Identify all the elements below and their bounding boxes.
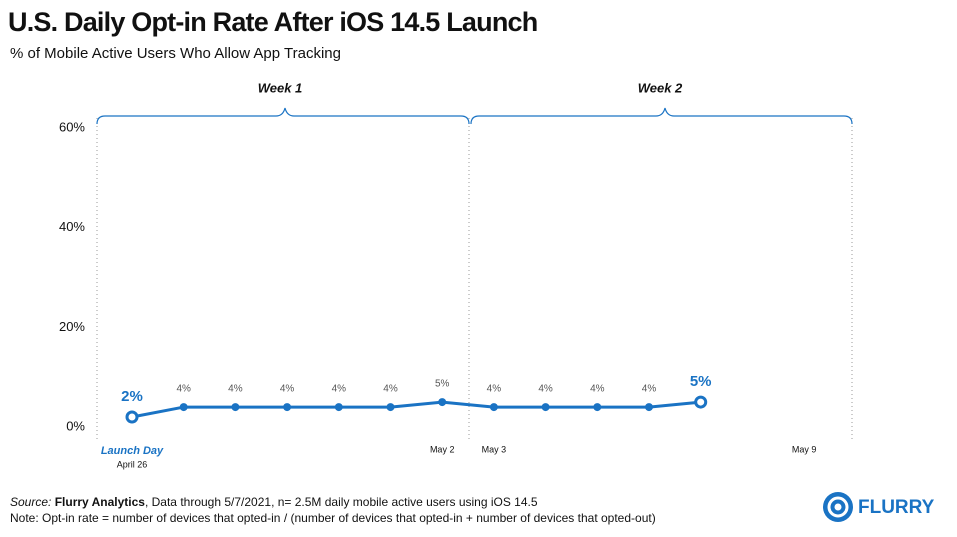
point — [334, 403, 343, 412]
point — [541, 403, 550, 412]
point — [231, 403, 240, 412]
chart-title: U.S. Daily Opt-in Rate After iOS 14.5 La… — [8, 7, 537, 37]
data-label: 4% — [332, 384, 347, 395]
y-tick-label: 20% — [59, 319, 85, 334]
data-label: 4% — [383, 384, 398, 395]
launch-annotation: Launch Day — [101, 445, 164, 457]
data-label: 4% — [228, 384, 243, 395]
point — [489, 403, 498, 412]
line — [131, 400, 701, 419]
x-tick-label: May 3 — [482, 444, 507, 454]
data-label: 4% — [176, 384, 191, 395]
data-label: 4% — [538, 384, 553, 395]
week-brace — [470, 107, 853, 125]
week-brace — [96, 107, 470, 125]
point — [593, 403, 602, 412]
logo-icon — [834, 503, 842, 511]
chart-subtitle: % of Mobile Active Users Who Allow App T… — [10, 45, 341, 62]
y-tick-label: 0% — [66, 418, 85, 433]
x-tick-label: May 2 — [430, 444, 455, 454]
source-label: Source: — [10, 495, 51, 509]
y-tick-label: 40% — [59, 219, 85, 234]
point — [438, 398, 447, 407]
x-tick-label: May 9 — [792, 444, 817, 454]
data-label: 5% — [690, 373, 712, 390]
data-label: 4% — [642, 384, 657, 395]
data-label: 2% — [121, 388, 143, 405]
y-tick-label: 60% — [59, 119, 85, 134]
logo-icon — [827, 496, 849, 518]
source: Source: Flurry Analytics, Data through 5… — [10, 495, 538, 509]
source-text: , Data through 5/7/2021, n= 2.5M daily m… — [145, 495, 538, 509]
point — [125, 410, 139, 424]
logo-text: FLURRY — [858, 497, 935, 518]
data-label: 4% — [487, 384, 502, 395]
logo: FLURRY — [823, 492, 935, 522]
week-label: Week 2 — [638, 80, 683, 95]
point — [179, 403, 188, 412]
point — [694, 395, 708, 409]
data-label: 4% — [590, 384, 605, 395]
point — [283, 403, 292, 412]
source-name: Flurry Analytics — [55, 495, 146, 509]
week-label: Week 1 — [258, 80, 303, 95]
data-label: 4% — [280, 384, 295, 395]
point — [645, 403, 653, 412]
data-label: 5% — [435, 379, 450, 390]
point — [386, 403, 395, 412]
note: Note: Opt-in rate = number of devices th… — [10, 511, 656, 525]
x-tick-label: April 26 — [117, 459, 148, 469]
